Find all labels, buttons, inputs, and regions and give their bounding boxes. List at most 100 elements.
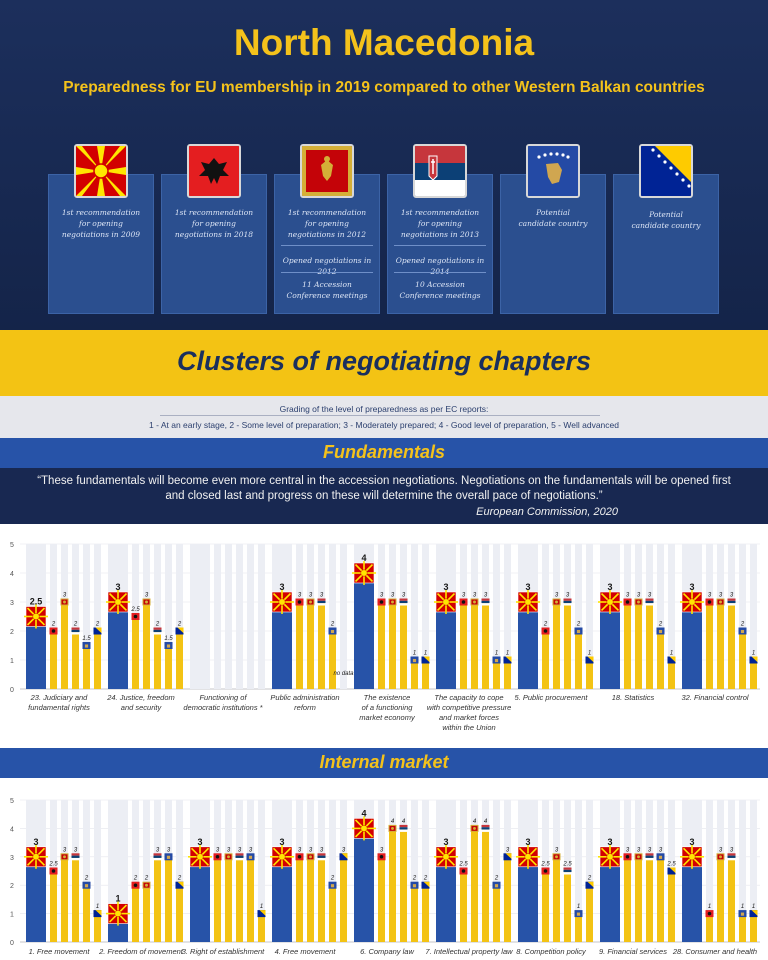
- flag-marker-sun: [360, 824, 368, 832]
- bar: [143, 602, 150, 689]
- flag-marker-icon: [306, 853, 315, 861]
- data-label: 3: [473, 593, 477, 599]
- data-label: 2: [330, 622, 335, 628]
- flag-marker-icon: [339, 853, 348, 861]
- flag-marker-stripe: [563, 872, 572, 875]
- status-text: candidate country: [631, 221, 701, 230]
- flag-marker-eagle: [625, 855, 630, 859]
- flag-marker-eagle: [543, 629, 548, 633]
- flag-marker-map: [248, 855, 253, 859]
- fundamentals-header: Fundamentals: [0, 438, 768, 468]
- data-label: 1: [424, 651, 427, 657]
- flag-marker-icon: [328, 881, 337, 889]
- flag-marker-icon: [634, 598, 643, 606]
- flag-marker-eagle: [51, 629, 56, 633]
- bar: [504, 660, 511, 689]
- flag-marker-icon: [213, 853, 222, 861]
- data-label: 3: [555, 593, 559, 599]
- flag-marker-stripe: [399, 603, 408, 606]
- bar: [436, 856, 456, 942]
- data-label: 3: [238, 847, 242, 853]
- bar-background: [542, 544, 549, 689]
- y-tick-label: 1: [10, 912, 14, 919]
- flag-marker-icon: [585, 656, 594, 664]
- bar-background: [132, 800, 139, 942]
- flag-marker-icon: [131, 881, 140, 889]
- recommendation-text: negotiations in 2009: [61, 230, 141, 239]
- bar: [411, 660, 418, 689]
- data-label: 3: [298, 847, 302, 853]
- flag-marker-icon: [470, 598, 479, 606]
- data-label: 3: [33, 837, 38, 847]
- bar: [504, 856, 511, 942]
- flag-marker-icon: [71, 627, 80, 635]
- data-label: 3: [719, 847, 723, 853]
- bar: [143, 885, 150, 942]
- flag-marker-icon: [598, 844, 622, 869]
- flag-marker-icon: [552, 598, 561, 606]
- flag-marker-icon: [328, 627, 337, 635]
- flag-marker-stripe: [727, 600, 736, 604]
- flag-marker-eagle: [133, 614, 138, 619]
- bar-background: [329, 544, 336, 689]
- bar: [564, 871, 571, 942]
- montenegro-flag-icon: [300, 144, 354, 198]
- fundamentals-chart: 0 1 2 3 4 5 2.5 2 3 2 1.5 2 23. Judiciary andfundame…: [10, 542, 760, 732]
- status-text: Potential: [536, 208, 570, 217]
- bar-background: [706, 800, 713, 942]
- bar-background: [329, 800, 336, 942]
- flag-marker-icon: [434, 844, 458, 869]
- y-tick-label: 2: [10, 883, 14, 890]
- bar-background: [176, 544, 183, 689]
- flag-marker-stripe: [481, 829, 490, 832]
- bar: [493, 885, 500, 942]
- data-label: 1: [506, 651, 509, 657]
- flag-marker-map: [84, 884, 89, 888]
- flag-marker-stripe: [563, 869, 572, 873]
- data-label: 3: [484, 593, 488, 599]
- flag-marker-stripe: [563, 598, 572, 601]
- flag-marker-sun: [688, 598, 696, 606]
- data-label: 3: [525, 837, 530, 847]
- bar: [493, 660, 500, 689]
- bar-background: [190, 544, 210, 689]
- y-tick-label: 3: [10, 855, 14, 862]
- flag-marker-map: [84, 644, 89, 648]
- bar: [542, 871, 549, 942]
- internal-market-header: Internal market: [0, 748, 768, 778]
- data-label: 1: [577, 904, 580, 910]
- bar-background: [575, 800, 582, 942]
- bar-background: [83, 800, 90, 942]
- flag-marker-icon: [552, 853, 561, 861]
- category-label: and market forces: [439, 713, 499, 722]
- data-label: 1.5: [164, 636, 173, 642]
- bar: [717, 856, 724, 942]
- bar: [739, 913, 746, 942]
- serbia-flag-icon: [413, 144, 467, 198]
- data-label: 2.5: [48, 862, 58, 868]
- flag-marker-icon: [60, 853, 69, 861]
- flag-marker-stripe: [399, 600, 408, 604]
- bar: [750, 913, 757, 942]
- data-label: 1: [752, 904, 755, 910]
- flag-marker-icon: [106, 901, 130, 926]
- bar: [50, 631, 57, 689]
- category-label: 3. Right of establishment: [182, 947, 265, 956]
- bar: [307, 602, 314, 689]
- data-label: 3: [648, 593, 652, 599]
- data-label: 3: [74, 847, 78, 853]
- bar-background: [504, 544, 511, 689]
- bar-background: [143, 800, 150, 942]
- data-label: 3: [216, 847, 220, 853]
- bar: [296, 602, 303, 689]
- bar: [389, 602, 396, 689]
- data-label: 3: [689, 582, 694, 592]
- category-label: Functioning of: [199, 693, 247, 702]
- category-label: 24. Justice, freedom: [106, 693, 175, 702]
- data-label: 3: [197, 837, 202, 847]
- data-label: 2: [587, 876, 592, 882]
- flag-marker-stripe: [645, 853, 654, 856]
- data-label: 3: [525, 582, 530, 592]
- data-label: 2.5: [130, 607, 140, 613]
